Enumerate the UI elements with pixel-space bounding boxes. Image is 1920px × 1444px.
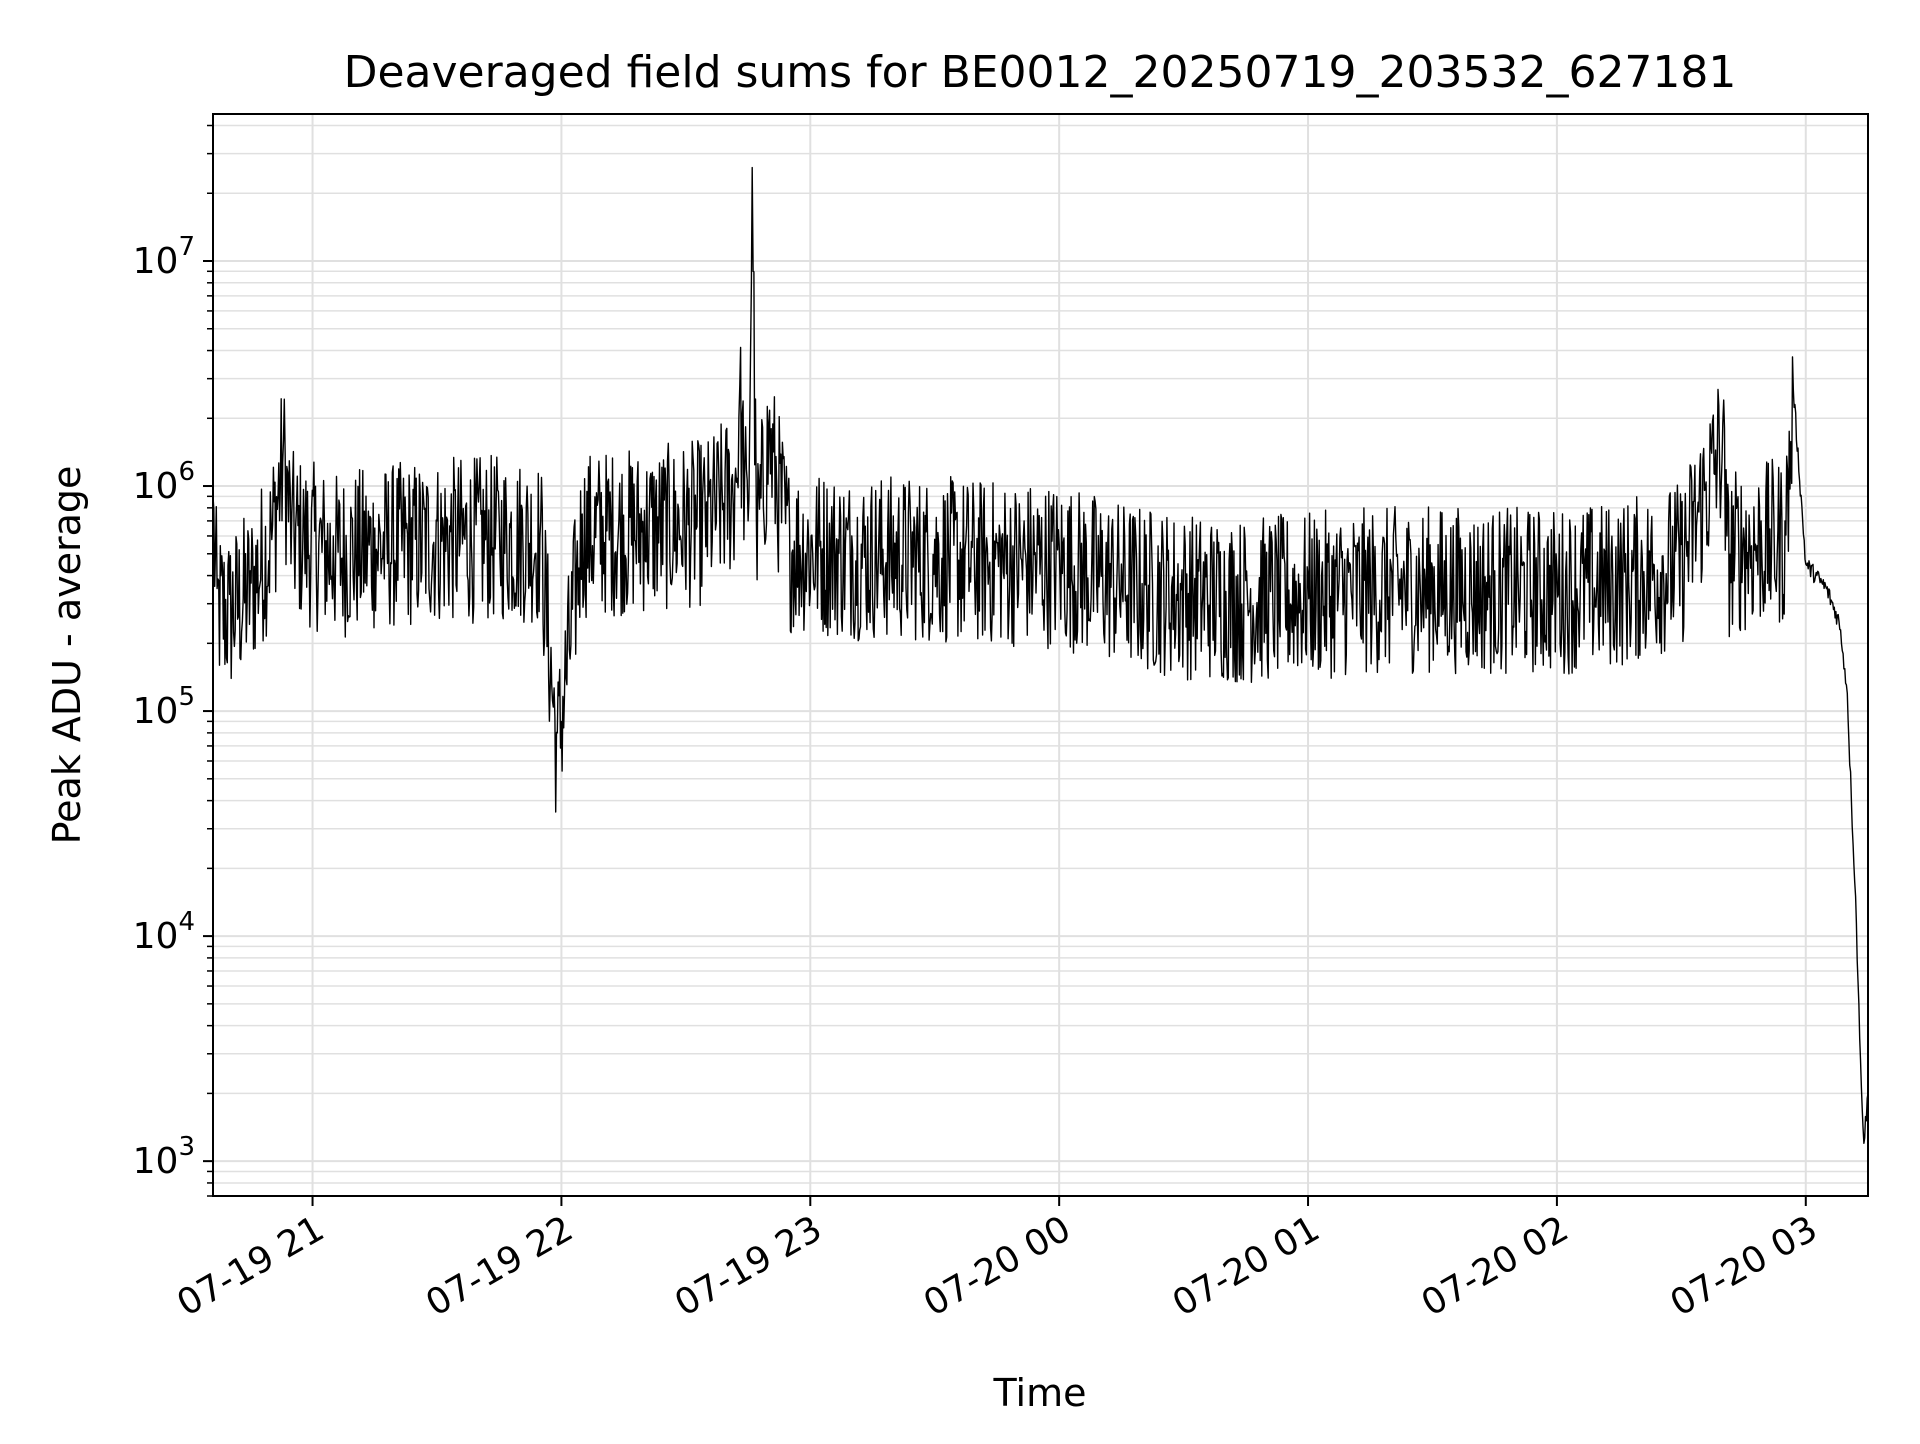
x-axis-label: Time [993,1371,1087,1415]
major-gridlines [213,114,1868,1196]
plot-frame [212,113,1869,1197]
series-layer [212,166,1869,1145]
chart-title: Deaveraged field sums for BE0012_2025071… [344,47,1737,98]
y-tick-label: 103 [133,1132,195,1182]
series-line [212,166,1869,1145]
y-tick-label: 107 [133,232,195,282]
y-axis-label: Peak ADU - average [45,466,89,845]
y-tick-label: 105 [133,682,195,732]
y-tick-label: 106 [133,457,195,507]
y-tick-label: 104 [133,907,195,957]
